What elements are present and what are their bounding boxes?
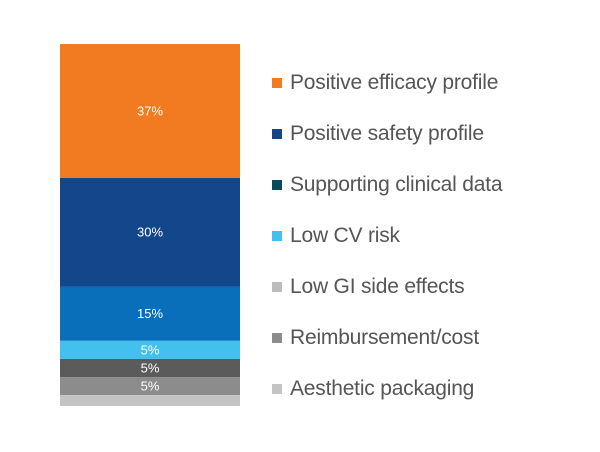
- legend-item-6: Reimbursement/cost: [272, 312, 592, 363]
- legend-swatch: [272, 332, 282, 343]
- bar-segment-6: [60, 377, 240, 396]
- legend-swatch: [272, 128, 282, 139]
- data-label-4: 5%: [141, 342, 160, 357]
- bar-segment-2: [60, 177, 240, 287]
- legend-swatch: [272, 77, 282, 88]
- data-label-5: 5%: [141, 360, 160, 375]
- legend-label: Reimbursement/cost: [290, 325, 479, 349]
- legend: Positive efficacy profile Positive safety…: [272, 57, 592, 414]
- legend-item-4: Low CV risk: [272, 210, 592, 261]
- legend-item-1: Positive efficacy profile: [272, 57, 592, 108]
- data-label-3: 15%: [137, 306, 163, 321]
- legend-item-5: Low GI side effects: [272, 261, 592, 312]
- bar-segment-4: [60, 340, 240, 359]
- segment-labels: 37% 30% 15% 5% 5% 5%: [137, 103, 163, 393]
- bar-segment-3: [60, 286, 240, 341]
- legend-label: Low GI side effects: [290, 274, 465, 298]
- legend-swatch: [272, 230, 282, 241]
- data-label-6: 5%: [141, 379, 160, 394]
- legend-swatch: [272, 383, 282, 394]
- bar-segment-1: [60, 44, 240, 178]
- legend-item-3: Supporting clinical data: [272, 159, 592, 210]
- legend-item-2: Positive safety profile: [272, 108, 592, 159]
- legend-swatch: [272, 179, 282, 190]
- legend-label: Supporting clinical data: [290, 172, 503, 196]
- bar-segment-5: [60, 358, 240, 378]
- bar-segment-7: [60, 395, 240, 406]
- data-label-1: 37%: [137, 103, 163, 118]
- legend-item-7: Aesthetic packaging: [272, 363, 592, 414]
- legend-swatch: [272, 281, 282, 292]
- legend-label: Aesthetic packaging: [290, 376, 475, 400]
- legend-label: Positive safety profile: [290, 121, 484, 145]
- data-label-2: 30%: [137, 225, 163, 240]
- legend-label: Positive efficacy profile: [290, 70, 499, 94]
- stacked-bar: [60, 44, 240, 406]
- legend-label: Low CV risk: [290, 223, 400, 247]
